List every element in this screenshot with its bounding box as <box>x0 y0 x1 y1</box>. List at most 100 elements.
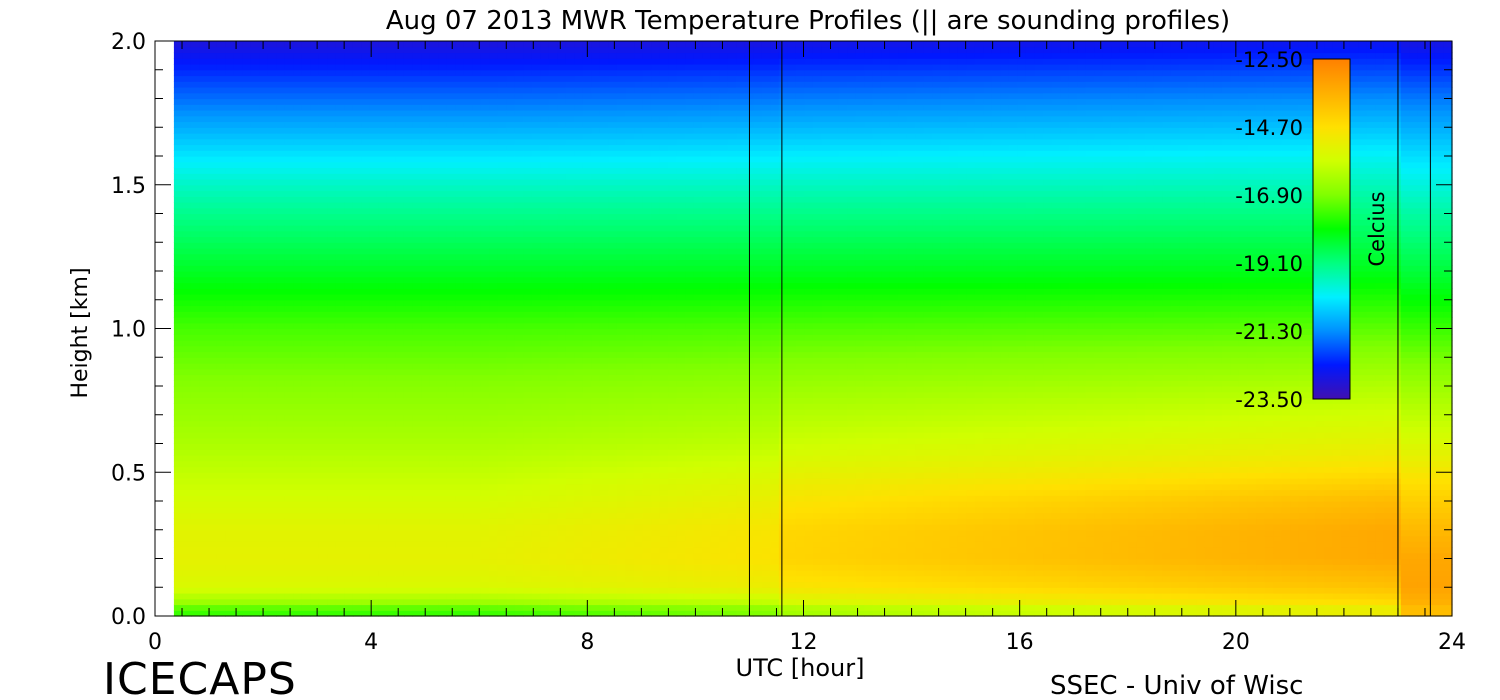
heatmap-cell <box>284 409 294 416</box>
heatmap-cell <box>506 242 516 249</box>
heatmap-cell <box>557 265 567 272</box>
heatmap-cell <box>293 386 303 393</box>
heatmap-cell <box>310 478 320 485</box>
heatmap-cell <box>548 345 558 353</box>
heatmap-cell <box>429 328 439 335</box>
heatmap-cell <box>489 552 499 560</box>
heatmap-cell <box>531 386 541 393</box>
heatmap-cell <box>531 179 541 186</box>
heatmap-cell <box>489 610 499 617</box>
heatmap-cell <box>242 81 252 88</box>
heatmap-cell <box>250 374 260 381</box>
heatmap-cell <box>438 265 448 272</box>
heatmap-cell <box>173 52 184 59</box>
heatmap-cell <box>216 230 226 238</box>
heatmap-cell <box>557 397 567 404</box>
heatmap-cell <box>565 144 575 151</box>
heatmap-cell <box>361 575 371 583</box>
heatmap-cell <box>403 414 414 422</box>
heatmap-cell <box>489 75 499 82</box>
heatmap-cell <box>335 432 345 439</box>
heatmap-cell <box>216 202 226 209</box>
heatmap-cell <box>472 386 482 393</box>
heatmap-cell <box>582 121 593 128</box>
heatmap-cell <box>429 334 439 341</box>
heatmap-cell <box>225 575 235 583</box>
heatmap-cell <box>395 184 405 192</box>
heatmap-cell <box>523 167 533 174</box>
heatmap-cell <box>310 41 320 48</box>
heatmap-cell <box>369 455 380 462</box>
heatmap-cell <box>173 294 184 301</box>
heatmap-cell <box>344 213 354 220</box>
heatmap-cell <box>412 409 422 416</box>
heatmap-cell <box>514 518 524 525</box>
heatmap-cell <box>335 397 345 404</box>
heatmap-cell <box>190 604 201 611</box>
heatmap-cell <box>395 46 405 54</box>
heatmap-cell <box>276 529 286 537</box>
heatmap-cell <box>173 535 184 542</box>
heatmap-cell <box>395 52 405 59</box>
heatmap-cell <box>199 460 209 468</box>
heatmap-cell <box>310 598 320 606</box>
heatmap-cell <box>318 207 328 215</box>
heatmap-cell <box>531 564 541 571</box>
heatmap-cell <box>497 437 507 445</box>
heatmap-cell <box>497 489 507 496</box>
heatmap-cell <box>489 230 499 238</box>
heatmap-cell <box>506 127 516 134</box>
heatmap-cell <box>548 414 558 422</box>
heatmap-cell <box>506 202 516 209</box>
heatmap-cell <box>395 265 405 272</box>
heatmap-cell <box>574 564 584 571</box>
heatmap-cell <box>557 570 567 577</box>
heatmap-cell <box>259 311 269 318</box>
heatmap-cell <box>540 144 550 151</box>
heatmap-cell <box>557 110 567 117</box>
heatmap-cell <box>361 230 371 238</box>
heatmap-cell <box>386 478 397 485</box>
heatmap-cell <box>199 391 209 399</box>
heatmap-cell <box>429 64 439 71</box>
heatmap-cell <box>548 230 558 238</box>
heatmap-cell <box>386 518 397 525</box>
heatmap-cell <box>310 391 320 399</box>
heatmap-cell <box>565 202 575 209</box>
heatmap-cell <box>497 478 507 485</box>
heatmap-cell <box>421 317 431 324</box>
heatmap-cell <box>574 328 584 335</box>
heatmap-cell <box>250 575 260 583</box>
heatmap-cell <box>259 483 269 491</box>
heatmap-cell <box>267 219 277 226</box>
heatmap-cell <box>242 230 252 238</box>
heatmap-cell <box>438 581 448 588</box>
heatmap-cell <box>574 52 584 59</box>
heatmap-cell <box>225 518 235 525</box>
heatmap-cell <box>284 535 294 542</box>
heatmap-cell <box>310 127 320 134</box>
heatmap-cell <box>455 593 465 600</box>
heatmap-cell <box>173 512 184 519</box>
heatmap-cell <box>276 179 286 186</box>
heatmap-cell <box>301 69 311 77</box>
heatmap-cell <box>523 58 533 65</box>
heatmap-cell <box>352 115 362 123</box>
heatmap-cell <box>182 242 192 249</box>
heatmap-cell <box>582 276 593 284</box>
heatmap-cell <box>557 305 567 312</box>
heatmap-cell <box>429 110 439 117</box>
heatmap-cell <box>463 478 473 485</box>
heatmap-cell <box>523 570 533 577</box>
heatmap-cell <box>472 110 482 117</box>
heatmap-cell <box>327 104 337 111</box>
heatmap-cell <box>472 230 482 238</box>
heatmap-cell <box>199 110 209 117</box>
heatmap-cell <box>395 207 405 215</box>
heatmap-cell <box>438 230 448 238</box>
heatmap-cell <box>540 443 550 450</box>
heatmap-cell <box>455 179 465 186</box>
heatmap-cell <box>199 328 209 335</box>
heatmap-cell <box>540 259 550 266</box>
heatmap-cell <box>523 380 533 387</box>
